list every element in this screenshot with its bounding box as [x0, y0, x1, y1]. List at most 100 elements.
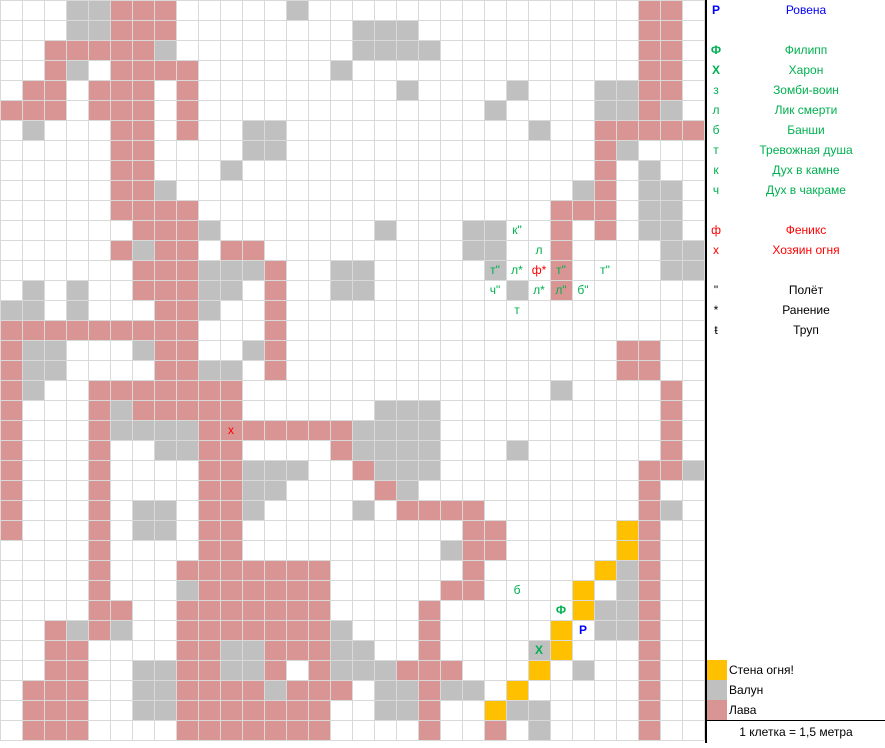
boulder-cells — [374, 400, 440, 420]
lava-cells — [660, 380, 682, 400]
boulder-cells — [396, 480, 418, 500]
legend-name: Хозяин огня — [772, 243, 840, 257]
lava-cells — [264, 260, 286, 280]
map-token-enemy_red[interactable]: х — [228, 423, 234, 437]
map-token-enemy_green[interactable]: л* — [533, 283, 545, 297]
legend-symbol: Х — [711, 63, 720, 77]
legend-symbol: т — [713, 143, 719, 157]
map-grid — [0, 0, 705, 741]
legend-name: Зомби-воин — [773, 83, 839, 97]
legend-entry: ŧ Труп — [707, 320, 885, 340]
boulder-cells — [550, 380, 572, 400]
lava-cells — [132, 260, 198, 280]
map-token-enemy_green[interactable]: б — [513, 583, 521, 597]
map-token-enemy_green[interactable]: т — [514, 303, 520, 317]
legend-name: Филипп — [784, 43, 828, 57]
legend-symbol: ŧ — [714, 323, 718, 337]
lava-cells — [0, 460, 22, 480]
lava-cells — [176, 100, 198, 120]
lava-cells — [198, 420, 352, 440]
lava-cells — [418, 640, 440, 660]
lava-cells — [550, 220, 572, 240]
lava-cells — [418, 600, 440, 620]
boulder-cells — [66, 280, 88, 300]
legend-name: Ранение — [782, 303, 830, 317]
lava-cells — [176, 700, 330, 720]
terrain-swatch — [707, 700, 727, 720]
legend-entry: Р Ровена — [707, 0, 885, 20]
legend-entry: Х Харон — [707, 60, 885, 80]
boulder-cells — [660, 500, 682, 520]
fire-wall-cell — [616, 540, 638, 560]
boulder-cells — [528, 120, 550, 140]
boulder-cells — [506, 280, 528, 300]
fire-wall-cell — [572, 600, 594, 620]
lava-cells — [88, 580, 110, 600]
lava-cells — [418, 720, 440, 740]
boulder-cells — [572, 180, 594, 200]
lava-cells — [264, 660, 286, 680]
boulder-cells — [330, 660, 396, 680]
boulder-cells — [66, 300, 88, 320]
terrain-legend-row: Валун — [707, 680, 885, 700]
legend-name: Тревожная душа — [759, 143, 853, 157]
map-token-enemy_green[interactable]: т" — [490, 263, 500, 277]
boulder-cells — [66, 60, 88, 80]
map-token-enemy_green[interactable]: л* — [511, 263, 523, 277]
lava-cells — [638, 580, 660, 600]
legend-symbol: Р — [711, 3, 720, 17]
lava-cells — [88, 540, 110, 560]
map-token-enemy_green[interactable]: т" — [556, 263, 566, 277]
map-token-enemy_green[interactable]: к" — [512, 223, 522, 237]
lava-cells — [638, 600, 660, 620]
lava-cells — [594, 140, 616, 160]
boulder-cells — [352, 500, 374, 520]
boulder-cells — [286, 0, 308, 20]
lava-cells — [638, 640, 660, 660]
lava-cells — [88, 440, 110, 460]
lava-cells — [638, 660, 660, 680]
lava-cells — [0, 440, 22, 460]
lava-cells — [264, 280, 286, 300]
terrain-label: Валун — [729, 683, 764, 697]
lava-cells — [132, 220, 198, 240]
lava-cells — [176, 120, 198, 140]
lava-cells — [550, 280, 572, 300]
lava-cells — [88, 380, 242, 400]
map-token-enemy_green[interactable]: ч" — [489, 283, 501, 297]
lava-cells — [484, 720, 506, 740]
lava-cells — [176, 80, 198, 100]
boulder-cells — [572, 660, 594, 680]
map-token-enemy_red[interactable]: ф* — [531, 263, 547, 277]
map-token-ally[interactable]: Ф — [555, 603, 567, 617]
legend-name: Харон — [788, 63, 824, 77]
boulder-cells — [330, 620, 352, 640]
boulder-cells — [198, 220, 220, 240]
battle-map[interactable]: к" л т" л* ф* т" т" ч" л* л" б" т х б Ф Р Х — [0, 0, 705, 743]
boulder-cells — [352, 20, 418, 40]
boulder-cells — [22, 380, 44, 400]
scale-label: 1 клетка = 1,5 метра — [707, 720, 885, 743]
lava-cells — [22, 680, 88, 700]
boulder-cells — [154, 40, 176, 60]
lava-cells — [418, 700, 440, 720]
legend-name: Дух в чакраме — [766, 183, 846, 197]
boulder-cells — [132, 240, 154, 260]
lava-cells — [550, 240, 572, 260]
lava-cells — [88, 480, 110, 500]
legend-panel: Р Ровена Ф Филипп Х Харон з Зомби-воин л Лик смер… — [707, 0, 885, 743]
legend-spacer — [707, 200, 885, 220]
map-token-ally[interactable]: Х — [534, 643, 543, 657]
map-token-enemy_green[interactable]: л — [535, 243, 543, 257]
map-token-enemy_green[interactable]: б" — [577, 283, 589, 297]
lava-cells — [462, 560, 484, 580]
map-token-player[interactable]: Р — [578, 623, 587, 637]
lava-cells — [638, 100, 660, 120]
lava-cells — [638, 720, 660, 740]
map-token-enemy_green[interactable]: т" — [600, 263, 610, 277]
lava-cells — [264, 360, 286, 380]
lava-cells — [0, 380, 22, 400]
map-token-enemy_green[interactable]: л" — [555, 283, 567, 297]
fire-wall-cell — [528, 660, 550, 680]
legend-symbol: з — [713, 83, 719, 97]
